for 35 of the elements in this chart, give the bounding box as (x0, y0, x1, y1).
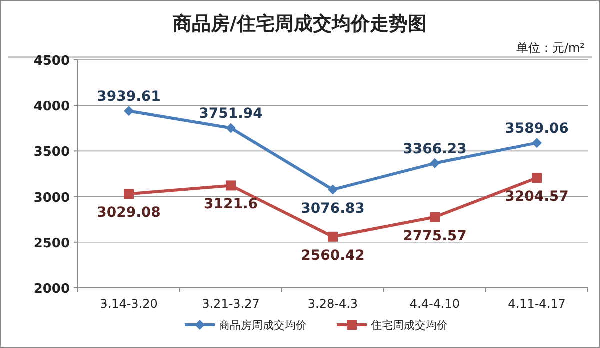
chart-title: 商品房/住宅周成交均价走势图 (172, 13, 427, 35)
y-tick-label: 3000 (34, 190, 70, 206)
point (430, 212, 440, 222)
data-label: 3121.6 (204, 196, 258, 213)
data-label: 3366.23 (403, 141, 467, 158)
point (430, 158, 440, 168)
data-label: 3029.08 (97, 205, 161, 222)
y-tick-label: 2000 (34, 282, 70, 297)
y-tick-label: 4500 (34, 54, 70, 69)
y-tick-label: 3500 (34, 145, 70, 160)
data-label: 3076.83 (301, 200, 365, 217)
data-label: 2775.57 (403, 228, 467, 244)
x-tick-label: 3.14-3.20 (100, 297, 158, 311)
point (124, 189, 134, 200)
point (532, 138, 542, 148)
data-label: 3589.06 (505, 121, 569, 138)
point (328, 184, 338, 195)
y-tick-label: 2500 (34, 236, 70, 252)
point (124, 106, 134, 116)
legend-label: 商品房周成交均价 (219, 319, 307, 332)
x-tick-label: 4.4-4.10 (410, 297, 460, 311)
point (532, 173, 542, 184)
point (226, 123, 236, 134)
point (226, 180, 236, 191)
data-label: 2560.42 (301, 248, 365, 264)
point (328, 232, 338, 242)
data-label: 3939.61 (97, 89, 161, 106)
chart-subtitle: 单位：元/m² (516, 41, 586, 55)
data-label: 3751.94 (199, 106, 264, 122)
data-label: 3204.57 (505, 189, 569, 206)
x-tick-label: 3.21-3.27 (202, 297, 260, 311)
x-tick-label: 3.28-4.3 (308, 297, 358, 311)
y-tick-label: 4000 (34, 100, 70, 115)
legend-label: 住宅周成交均价 (371, 319, 448, 332)
x-tick-label: 4.11-4.17 (508, 297, 566, 311)
